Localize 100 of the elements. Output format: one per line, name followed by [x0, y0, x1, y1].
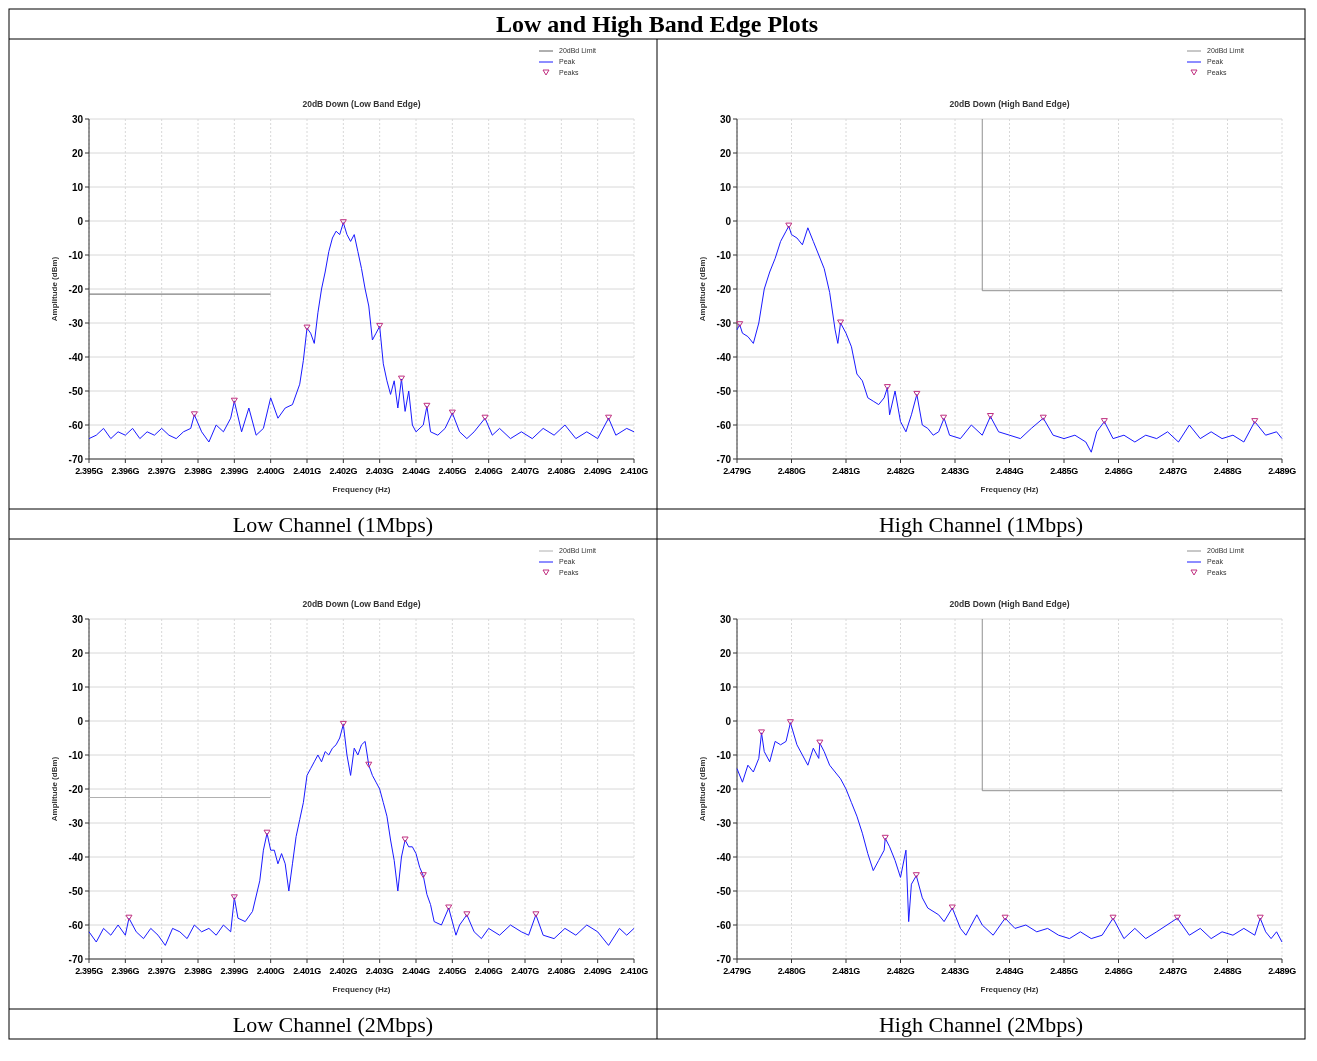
point [190, 411, 198, 418]
y-tick-label: -10 [68, 249, 84, 261]
y-axis-title: Amplitude (dBm) [50, 256, 59, 322]
y-tick-label: 10 [71, 681, 84, 693]
x-tick-label: 2.488G [1213, 466, 1242, 476]
point [481, 414, 489, 421]
x-tick-label: 2.409G [583, 966, 612, 976]
point [339, 720, 347, 727]
y-tick-label: 0 [725, 715, 732, 727]
y-tick-label: 30 [71, 113, 84, 125]
x-tick-label: 2.401G [293, 966, 322, 976]
x-tick-label: 2.398G [184, 466, 213, 476]
x-tick-label: 2.481G [832, 466, 861, 476]
x-tick-label: 2.409G [583, 466, 612, 476]
y-tick-label: -30 [68, 817, 84, 829]
y-tick-label: -30 [68, 317, 84, 329]
point [263, 829, 271, 836]
x-tick-label: 2.481G [832, 966, 861, 976]
y-tick-label: 20 [719, 647, 732, 659]
chart-title: 20dB Down (High Band Edge) [949, 599, 1070, 609]
y-tick-label: -60 [716, 419, 732, 431]
y-tick-label: -50 [68, 885, 84, 897]
x-tick-label: 2.489G [1268, 966, 1297, 976]
y-tick-label: 10 [71, 181, 84, 193]
x-axis-title: Frequency (Hz) [980, 485, 1039, 494]
y-tick-label: -50 [716, 885, 732, 897]
y-axis-title: Amplitude (dBm) [50, 756, 59, 822]
x-tick-label: 2.396G [111, 966, 140, 976]
chart-title: 20dB Down (Low Band Edge) [302, 99, 421, 109]
point [1256, 914, 1264, 921]
point [786, 719, 794, 726]
y-tick-label: -40 [716, 851, 732, 863]
x-tick-label: 2.396G [111, 466, 140, 476]
x-tick-label: 2.408G [547, 966, 576, 976]
x-tick-label: 2.410G [620, 466, 649, 476]
x-tick-label: 2.404G [402, 466, 431, 476]
point [1039, 414, 1047, 421]
x-tick-label: 2.408G [547, 466, 576, 476]
y-tick-label: 30 [71, 613, 84, 625]
x-tick-label: 2.479G [723, 466, 752, 476]
x-tick-label: 2.484G [995, 966, 1024, 976]
point [785, 222, 793, 229]
x-tick-label: 2.407G [511, 966, 540, 976]
x-axis-title: Frequency (Hz) [332, 985, 391, 994]
point [758, 729, 766, 736]
y-tick-label: -40 [68, 851, 84, 863]
y-tick-label: -40 [716, 351, 732, 363]
x-tick-label: 2.405G [438, 466, 467, 476]
x-axis-title: Frequency (Hz) [980, 985, 1039, 994]
x-tick-label: 2.406G [474, 466, 503, 476]
text: High Channel (2Mbps) [878, 1011, 1084, 1037]
chart-title: 20dB Down (High Band Edge) [949, 99, 1070, 109]
y-tick-label: -20 [716, 783, 732, 795]
y-tick-label: -70 [716, 953, 732, 965]
point [401, 836, 409, 843]
y-tick-label: -70 [716, 453, 732, 465]
y-tick-label: -50 [716, 385, 732, 397]
x-tick-label: 2.395G [75, 466, 104, 476]
x-tick-label: 2.488G [1213, 966, 1242, 976]
y-axis-title: Amplitude (dBm) [698, 256, 707, 322]
point [230, 397, 238, 404]
x-tick-label: 2.489G [1268, 466, 1297, 476]
y-tick-label: -30 [716, 317, 732, 329]
y-tick-label: 10 [719, 681, 732, 693]
y-tick-label: -10 [716, 749, 732, 761]
y-tick-label: 20 [719, 147, 732, 159]
x-tick-label: 2.485G [1050, 466, 1079, 476]
x-tick-label: 2.487G [1159, 966, 1188, 976]
y-tick-label: -20 [68, 283, 84, 295]
y-tick-label: 0 [725, 215, 732, 227]
x-tick-label: 2.483G [941, 466, 970, 476]
x-tick-label: 2.404G [402, 966, 431, 976]
point [883, 384, 891, 391]
x-tick-label: 2.483G [941, 966, 970, 976]
y-tick-label: 0 [77, 215, 84, 227]
x-tick-label: 2.395G [75, 966, 104, 976]
point [912, 872, 920, 879]
point [1173, 914, 1181, 921]
y-tick-label: 20 [71, 647, 84, 659]
x-tick-label: 2.400G [256, 466, 285, 476]
y-tick-label: 20 [71, 147, 84, 159]
point [339, 219, 347, 226]
point [445, 904, 453, 911]
y-tick-label: -50 [68, 385, 84, 397]
point [816, 739, 824, 746]
x-tick-label: 2.480G [777, 466, 806, 476]
y-tick-label: 0 [77, 715, 84, 727]
x-tick-label: 2.399G [220, 966, 249, 976]
x-axis-title: Frequency (Hz) [332, 485, 391, 494]
y-tick-label: -10 [716, 249, 732, 261]
x-tick-label: 2.484G [995, 466, 1024, 476]
point [986, 413, 994, 419]
point [948, 904, 956, 911]
point [1251, 418, 1259, 425]
y-tick-label: -30 [716, 817, 732, 829]
point [837, 319, 845, 326]
x-tick-label: 2.398G [184, 966, 213, 976]
text: Low and High Band Edge Plots [495, 11, 819, 38]
point [448, 409, 456, 416]
x-tick-label: 2.402G [329, 466, 358, 476]
